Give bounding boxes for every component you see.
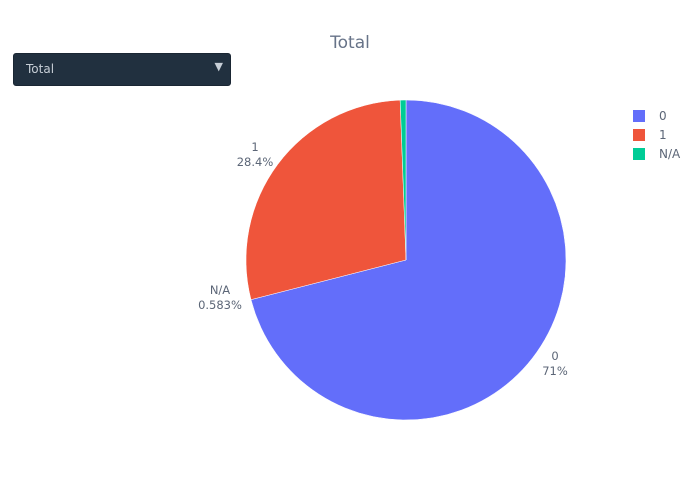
slice-percent-1: 28.4%: [237, 155, 274, 169]
legend-swatch-0: [633, 109, 645, 122]
legend-item-0[interactable]: 0: [633, 106, 680, 125]
legend-label-1: 1: [659, 127, 667, 142]
chart-selector-dropdown[interactable]: Total ▼: [13, 53, 231, 86]
slice-label-1: 1: [251, 140, 258, 154]
legend: 0 1 N/A: [633, 106, 680, 163]
triangle-down-icon: ▼: [214, 60, 223, 73]
legend-swatch-na: [633, 147, 645, 160]
slice-label-0: 0: [551, 349, 558, 363]
pie-slice-na[interactable]: [399, 99, 407, 261]
slice-label-na: N/A: [210, 283, 230, 297]
legend-swatch-1: [633, 128, 645, 141]
legend-item-1[interactable]: 1: [633, 125, 680, 144]
pie-slice-1[interactable]: [245, 99, 407, 300]
slice-percent-0: 71%: [542, 364, 568, 378]
legend-item-na[interactable]: N/A: [633, 144, 680, 163]
pie-slice-0[interactable]: [250, 99, 567, 421]
legend-label-na: N/A: [659, 146, 681, 161]
dropdown-selected-value: Total: [26, 62, 55, 76]
slice-percent-na: 0.583%: [198, 298, 242, 312]
legend-label-0: 0: [659, 108, 667, 123]
chart-title: Total: [330, 33, 370, 53]
